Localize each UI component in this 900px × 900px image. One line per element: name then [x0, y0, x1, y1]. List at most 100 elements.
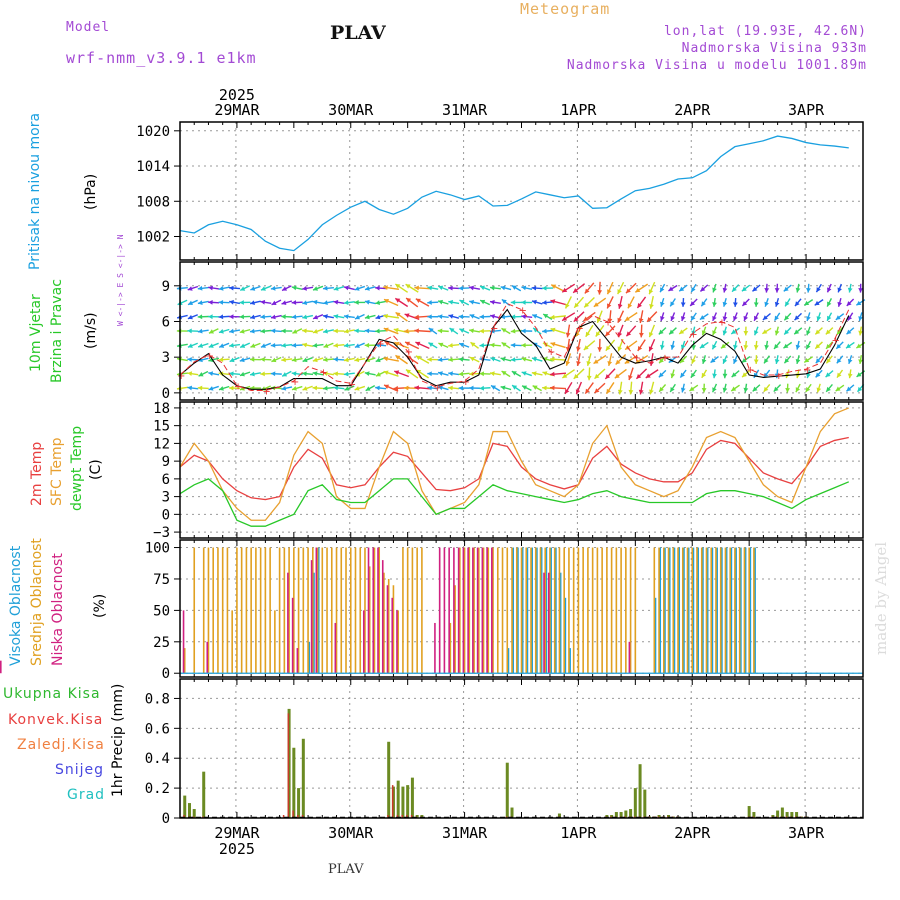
- wind-arrowhead: [635, 287, 641, 293]
- wind-arrowhead: [281, 314, 286, 320]
- wind-gust-marker: +: [262, 386, 270, 397]
- mid-cloud-bar: [672, 547, 675, 674]
- wind-arrowhead: [722, 301, 728, 307]
- wind-arrowhead: [596, 317, 602, 323]
- wind-arrowhead: [437, 357, 443, 363]
- mid-cloud-bar: [615, 547, 618, 674]
- wind-arrowhead: [490, 385, 496, 390]
- wind-arrowhead: [550, 371, 555, 377]
- wind-gust-line: [179, 303, 850, 391]
- wind-arrowhead: [550, 327, 556, 333]
- precip-total-bar: [780, 807, 784, 818]
- wind-arrowhead: [521, 371, 527, 376]
- wind-arrowhead: [607, 303, 612, 309]
- wind-arrowhead: [414, 314, 419, 320]
- mid-cloud-bar: [753, 547, 755, 674]
- low-cloud-bar: [287, 572, 289, 674]
- wind-arrowhead: [783, 343, 789, 349]
- wind-arrowhead: [753, 359, 759, 364]
- wind-arrowhead: [836, 358, 842, 364]
- mid-cloud-bar: [719, 547, 722, 674]
- wind-arrowhead: [754, 315, 759, 321]
- ytick-label: 1002: [136, 230, 170, 246]
- mid-cloud-bar: [478, 547, 480, 674]
- mid-cloud-bar: [274, 610, 276, 674]
- high-cloud-bar: [697, 547, 699, 674]
- wind-arrowhead: [691, 330, 696, 336]
- wind-arrowhead: [302, 357, 308, 363]
- wind-arrowhead: [333, 343, 339, 348]
- panel-frame: [179, 678, 864, 819]
- wind-arrowhead: [647, 316, 652, 322]
- wind-arrowhead: [722, 373, 728, 379]
- high-cloud-bar: [512, 547, 515, 674]
- pressure-line: [179, 135, 849, 252]
- wind-gust-marker: +: [547, 347, 555, 358]
- wind-arrowhead: [354, 357, 360, 363]
- wind-arrowhead: [501, 299, 507, 304]
- wind-arrowhead: [187, 385, 193, 391]
- wind-arrowhead: [291, 357, 297, 363]
- ytick-label: 6: [162, 314, 170, 330]
- wind-arrowhead: [448, 285, 453, 291]
- high-cloud-bar: [531, 547, 533, 674]
- wind-arrowhead: [375, 285, 380, 291]
- wind-arrowhead: [229, 285, 234, 291]
- mid-cloud-bar: [734, 547, 736, 674]
- wind-arrowhead: [815, 358, 821, 364]
- wind-arrowhead: [825, 329, 831, 335]
- wind-arrowhead: [198, 343, 204, 348]
- wind-arrowhead: [312, 385, 318, 391]
- mid-cloud-bar: [696, 547, 698, 674]
- wind-arrowhead: [617, 317, 622, 323]
- wind-arrowhead: [187, 357, 192, 362]
- wind-arrowhead: [187, 314, 193, 320]
- ytick-label: 0.4: [145, 751, 170, 767]
- wind-arrowhead: [208, 343, 214, 348]
- wind-arrowhead: [448, 357, 453, 363]
- wind-arrowhead: [712, 330, 717, 336]
- wind-arrowhead: [774, 344, 779, 349]
- wind-arrowhead: [469, 314, 475, 319]
- wind-arrowhead: [835, 315, 841, 320]
- wind-arrowhead: [521, 342, 526, 348]
- wind-arrowhead: [731, 386, 737, 391]
- wind-arrowhead: [593, 302, 599, 307]
- model-version: wrf-nmm_v3.9.1 e1km: [66, 49, 257, 67]
- top-date-label: 30MAR: [328, 101, 374, 119]
- low-cloud-bar: [448, 547, 450, 674]
- precip-total-bar: [643, 789, 647, 818]
- wind-arrowhead: [312, 371, 318, 376]
- wind-arrowhead: [176, 285, 182, 291]
- top-date-label: 31MAR: [442, 101, 488, 119]
- wind-arrowhead: [354, 328, 359, 334]
- wind-arrowhead: [469, 371, 474, 377]
- wind-arrowhead: [573, 373, 579, 379]
- wind-arrowhead: [312, 343, 318, 348]
- wind-arrowhead: [743, 345, 749, 350]
- mid-cloud-bar: [330, 547, 333, 674]
- wind-arrowhead: [814, 300, 820, 306]
- wind-gust-marker: +: [433, 383, 441, 394]
- wind-arrowhead: [323, 343, 329, 348]
- wind-arrowhead: [648, 332, 654, 338]
- wind-arrowhead: [679, 329, 685, 334]
- wind-arrowhead: [291, 342, 297, 348]
- wind-arrowhead: [218, 300, 224, 305]
- mid-cloud-bar: [705, 547, 708, 674]
- mid-cloud-bar: [653, 547, 656, 674]
- wind-arrowhead: [270, 328, 276, 334]
- wind-arrowhead: [459, 328, 465, 333]
- wind-arrowhead: [312, 299, 318, 305]
- wind-arrowhead: [270, 342, 276, 348]
- wind-arrowhead: [218, 357, 224, 363]
- wind-arrowhead: [364, 286, 370, 291]
- wind-arrowhead: [281, 328, 286, 334]
- wind-arrowhead: [322, 285, 328, 291]
- ytick-label: 12: [153, 436, 170, 452]
- precip-total-bar: [192, 809, 196, 818]
- wind-arrowhead: [405, 369, 411, 375]
- wind-arrowhead: [479, 385, 485, 391]
- wind-arrowhead: [229, 343, 234, 348]
